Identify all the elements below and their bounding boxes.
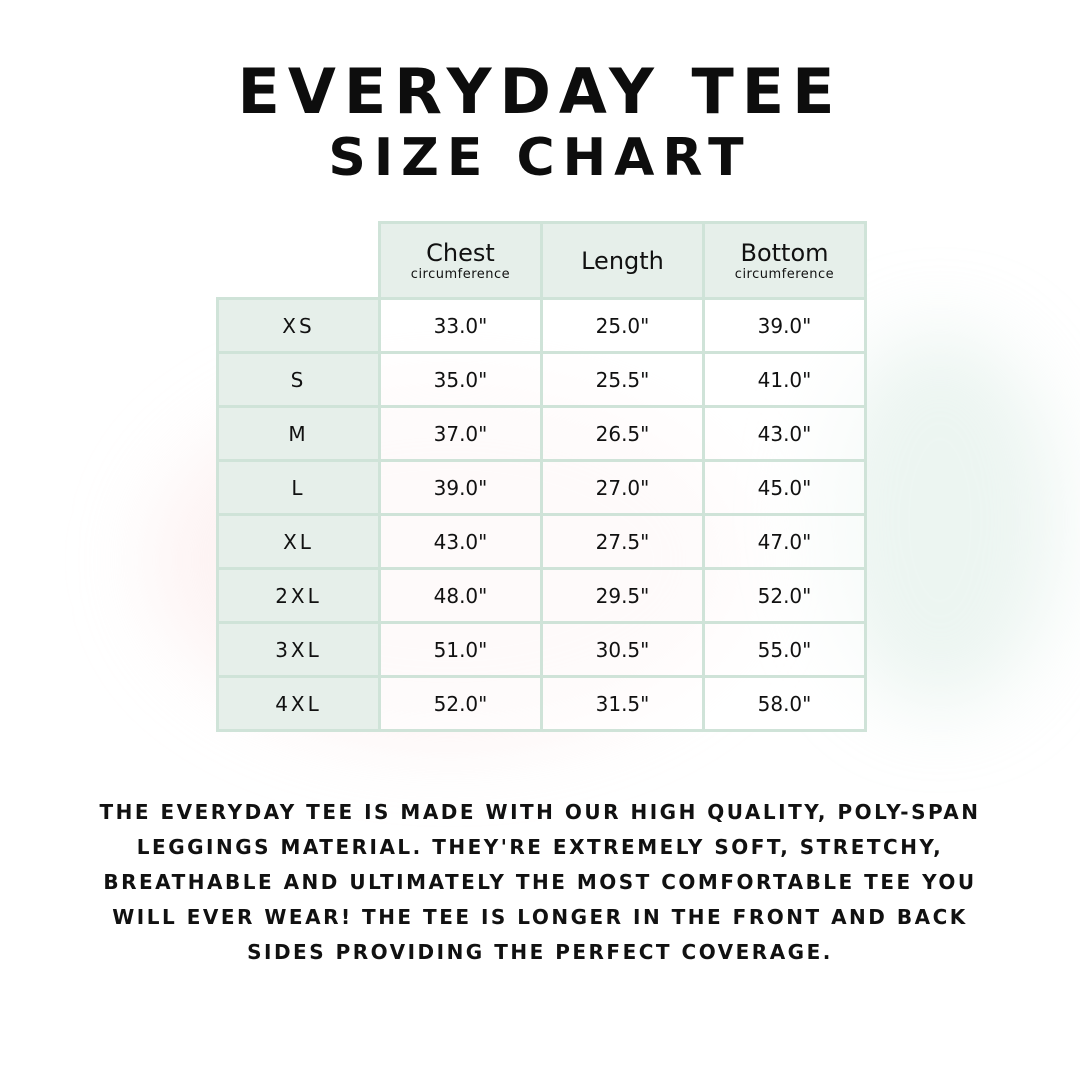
- chest-cell: 33.0": [378, 297, 543, 354]
- header-chest: Chest circumference: [378, 221, 543, 300]
- header-length: Length: [540, 221, 705, 300]
- length-cell: 31.5": [540, 675, 705, 732]
- product-description: The everyday tee is made with our high q…: [99, 800, 981, 964]
- header-label: Chest: [426, 239, 495, 267]
- table-row: L 39.0" 27.0" 45.0": [216, 459, 867, 516]
- length-cell: 26.5": [540, 405, 705, 462]
- page-subtitle: SIZE CHART: [328, 128, 752, 188]
- header-label: Bottom: [740, 239, 829, 267]
- size-cell: S: [216, 351, 381, 408]
- table-row: XS 33.0" 25.0" 39.0": [216, 297, 867, 354]
- length-cell: 25.0": [540, 297, 705, 354]
- size-cell: L: [216, 459, 381, 516]
- table-row: 4XL 52.0" 31.5" 58.0": [216, 675, 867, 732]
- table-row: 2XL 48.0" 29.5" 52.0": [216, 567, 867, 624]
- size-cell: 4XL: [216, 675, 381, 732]
- length-cell: 27.0": [540, 459, 705, 516]
- size-cell: M: [216, 405, 381, 462]
- bottom-cell: 52.0": [702, 567, 867, 624]
- bottom-cell: 45.0": [702, 459, 867, 516]
- bottom-cell: 58.0": [702, 675, 867, 732]
- bottom-cell: 41.0": [702, 351, 867, 408]
- chest-cell: 43.0": [378, 513, 543, 570]
- header-sublabel: circumference: [410, 267, 511, 282]
- table-row: M 37.0" 26.5" 43.0": [216, 405, 867, 462]
- table-row: S 35.0" 25.5" 41.0": [216, 351, 867, 408]
- table-row: XL 43.0" 27.5" 47.0": [216, 513, 867, 570]
- chest-cell: 35.0": [378, 351, 543, 408]
- header-sublabel: circumference: [734, 267, 835, 282]
- bottom-cell: 39.0": [702, 297, 867, 354]
- length-cell: 30.5": [540, 621, 705, 678]
- bottom-cell: 47.0": [702, 513, 867, 570]
- chest-cell: 52.0": [378, 675, 543, 732]
- size-cell: XS: [216, 297, 381, 354]
- chest-cell: 39.0": [378, 459, 543, 516]
- header-label: Length: [581, 246, 664, 275]
- length-cell: 27.5": [540, 513, 705, 570]
- size-cell: 3XL: [216, 621, 381, 678]
- chest-cell: 48.0": [378, 567, 543, 624]
- chest-cell: 51.0": [378, 621, 543, 678]
- header-row: Chest circumference Length Bottom circumfe…: [218, 221, 867, 300]
- length-cell: 25.5": [540, 351, 705, 408]
- size-cell: 2XL: [216, 567, 381, 624]
- length-cell: 29.5": [540, 567, 705, 624]
- page-title: EVERYDAY TEE: [237, 55, 843, 128]
- chest-cell: 37.0": [378, 405, 543, 462]
- bottom-cell: 43.0": [702, 405, 867, 462]
- header-bottom: Bottom circumference: [702, 221, 867, 300]
- corner-cell: [218, 223, 380, 299]
- size-chart-table: Chest circumference Length Bottom circumfe…: [216, 221, 867, 732]
- bottom-cell: 55.0": [702, 621, 867, 678]
- size-cell: XL: [216, 513, 381, 570]
- table-row: 3XL 51.0" 30.5" 55.0": [216, 621, 867, 678]
